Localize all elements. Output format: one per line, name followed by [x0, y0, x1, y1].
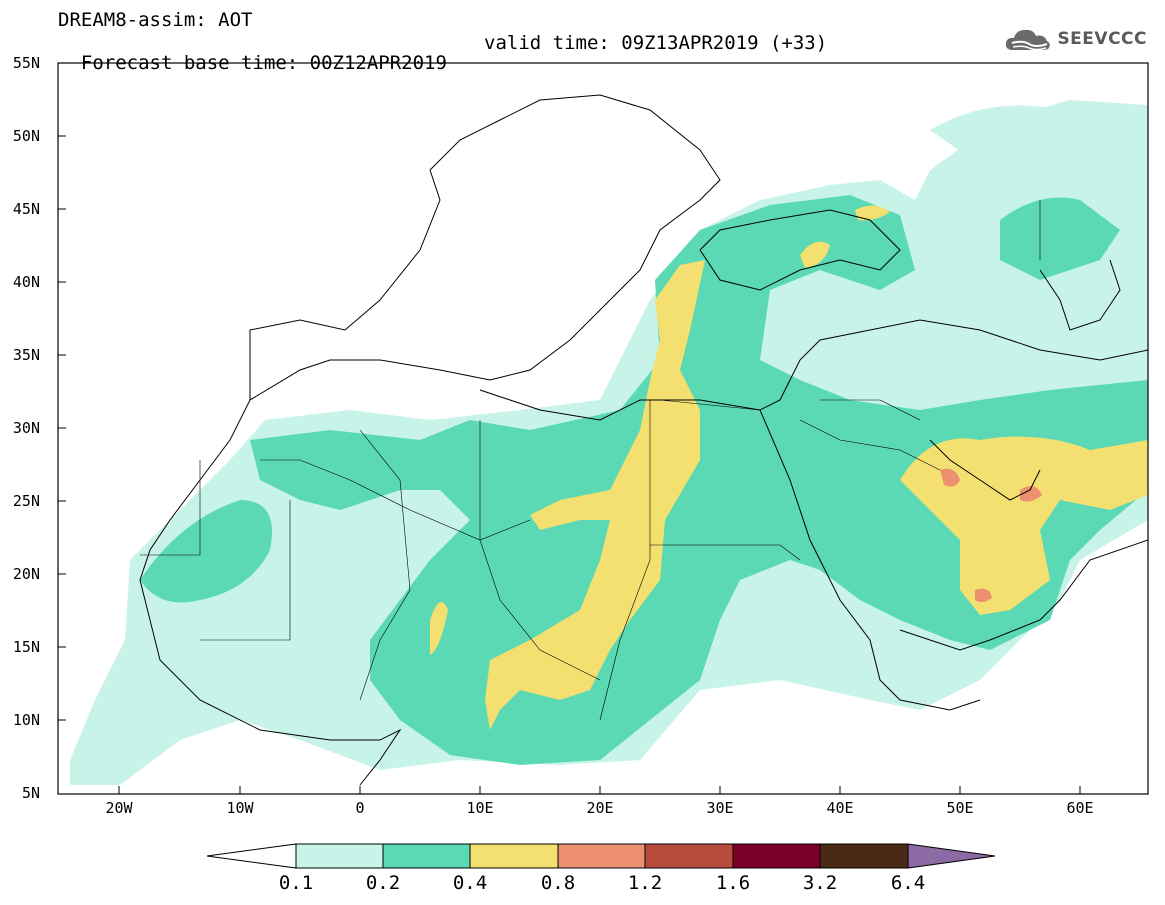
- axis-ticks: [58, 62, 1081, 794]
- aot-field: [70, 100, 1148, 785]
- lat-tick-label: 5N: [21, 784, 40, 802]
- lat-tick-label: 40N: [12, 273, 40, 291]
- map-title: DREAM8-assim: AOT: [58, 9, 253, 31]
- aot-band-0-2: [140, 195, 1148, 765]
- colorbar-swatch-below: [206, 843, 297, 869]
- lat-tick-label: 55N: [12, 54, 40, 72]
- lon-tick-label: 40E: [826, 799, 854, 817]
- colorbar-label: 0.8: [540, 872, 576, 894]
- lat-tick-label: 35N: [12, 346, 40, 364]
- lat-tick-label: 20N: [12, 565, 40, 583]
- lon-tick-label: 10W: [226, 799, 254, 817]
- lon-tick-label: 20W: [105, 799, 133, 817]
- valid-time: valid time: 09Z13APR2019 (+33): [484, 32, 828, 54]
- lon-tick-label: 50E: [946, 799, 974, 817]
- colorbar: [206, 843, 996, 869]
- aot-band-0-8: [940, 468, 1042, 603]
- lat-tick-label: 30N: [12, 419, 40, 437]
- logo-text: SEEVCCC: [1057, 29, 1147, 49]
- colorbar-swatch-5: [644, 843, 734, 869]
- lon-tick-label: 30E: [706, 799, 734, 817]
- colorbar-label: 0.2: [365, 872, 401, 894]
- colorbar-label: 3.2: [802, 872, 838, 894]
- lon-tick-label: 0: [355, 799, 365, 817]
- lat-tick-label: 45N: [12, 200, 40, 218]
- colorbar-label: 6.4: [890, 872, 926, 894]
- colorbar-label: 1.2: [627, 872, 663, 894]
- lon-tick-label: 10E: [466, 799, 494, 817]
- cloud-icon: [1006, 29, 1051, 51]
- colorbar-swatch-4: [557, 843, 646, 869]
- colorbar-swatch-7: [819, 843, 909, 869]
- coastlines: [139, 94, 1148, 786]
- colorbar-swatch-2: [382, 843, 471, 869]
- colorbar-swatch-6: [732, 843, 821, 869]
- country-borders: [140, 200, 1041, 721]
- lon-tick-label: 20E: [586, 799, 614, 817]
- lat-tick-label: 50N: [12, 127, 40, 145]
- colorbar-label: 0.1: [278, 872, 314, 894]
- aot-band-0-4: [430, 205, 1148, 730]
- colorbar-label: 1.6: [715, 872, 751, 894]
- seevccc-logo: SEEVCCC: [1003, 24, 1147, 54]
- colorbar-swatch-1: [295, 843, 384, 869]
- colorbar-swatch-3: [469, 843, 559, 869]
- lat-tick-label: 15N: [12, 638, 40, 656]
- lat-tick-label: 10N: [12, 711, 40, 729]
- colorbar-swatch-above: [907, 843, 996, 869]
- lat-tick-label: 25N: [12, 492, 40, 510]
- colorbar-label: 0.4: [452, 872, 488, 894]
- lon-tick-label: 60E: [1066, 799, 1094, 817]
